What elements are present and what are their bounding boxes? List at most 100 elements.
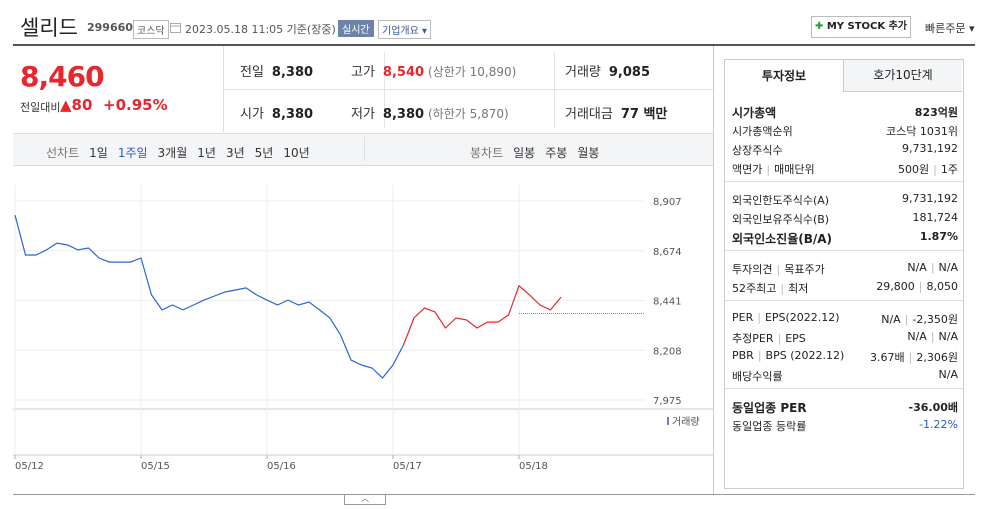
separator: | bbox=[904, 313, 909, 326]
value-part: -1.22% bbox=[919, 418, 958, 431]
quote-cell: 시가 8,380 bbox=[240, 103, 313, 122]
tab-label: 선차트 bbox=[46, 146, 80, 160]
overview-button[interactable]: 기업개요 ▾ bbox=[378, 20, 432, 39]
tab-label: 봉차트 bbox=[470, 146, 504, 160]
mystock-button[interactable]: ✚ MY STOCK 추가 bbox=[811, 16, 911, 38]
period-tab[interactable]: 3년 bbox=[225, 146, 245, 160]
info-value: N/A | -2,350원 bbox=[881, 311, 958, 327]
period-tab[interactable]: 10년 bbox=[283, 146, 310, 160]
group-divider bbox=[725, 181, 963, 182]
info-label: 52주최고 | 최저 bbox=[732, 280, 808, 296]
info-panel bbox=[724, 59, 964, 489]
period-tab[interactable]: 3개월 bbox=[157, 146, 188, 160]
info-row: 52주최고 | 최저 29,800 | 8,050 bbox=[732, 278, 958, 297]
period-tab[interactable]: 1일 bbox=[89, 146, 108, 160]
label-part: 배당수익률 bbox=[732, 370, 783, 383]
candle-tab[interactable]: 월봉 bbox=[577, 146, 600, 160]
info-label: 외국인보유주식수(B) bbox=[732, 211, 829, 227]
divider bbox=[364, 137, 365, 161]
price-line bbox=[402, 284, 562, 346]
candle-tab[interactable]: 주봉 bbox=[545, 146, 568, 160]
label-part: BPS (2022.12) bbox=[765, 349, 845, 362]
label-part: 외국인보유주식수(B) bbox=[732, 213, 830, 226]
value-part: N/A bbox=[938, 330, 958, 343]
tab-bar bbox=[13, 133, 713, 166]
separator: | bbox=[908, 351, 913, 364]
x-tick-label: 05/16 bbox=[267, 461, 296, 472]
collapse-button[interactable]: ︿ bbox=[344, 494, 386, 505]
info-row: 시가총액 823억원 bbox=[732, 102, 958, 121]
info-value: 코스닥 1031위 bbox=[886, 123, 958, 139]
value-part: 181,724 bbox=[912, 211, 959, 224]
overview-text: 기업개요 bbox=[382, 26, 419, 37]
period-tab[interactable]: 5년 bbox=[254, 146, 274, 160]
value-part: 1주 bbox=[940, 163, 958, 176]
divider bbox=[384, 52, 385, 128]
period-tab[interactable]: 1주일 bbox=[117, 146, 148, 160]
value-part: 9,731,192 bbox=[902, 192, 958, 205]
value-part: 2,306원 bbox=[916, 351, 958, 364]
label-part: 액면가 bbox=[732, 163, 763, 176]
y-tick-label: 8,441 bbox=[653, 297, 682, 308]
quote-value: 8,380 bbox=[382, 107, 425, 122]
change-rate: +0.95% bbox=[103, 96, 168, 114]
divider bbox=[223, 89, 713, 90]
separator: | bbox=[777, 332, 782, 345]
separator: | bbox=[780, 282, 785, 295]
quote-value: 8,380 bbox=[271, 107, 314, 122]
info-row: 상장주식수 9,731,192 bbox=[732, 140, 958, 159]
value-part: 823억원 bbox=[914, 106, 958, 119]
info-value: 29,800 | 8,050 bbox=[876, 280, 958, 293]
stock-name: 셀리드 bbox=[20, 16, 78, 40]
info-value: 1.87% bbox=[920, 230, 958, 243]
x-tick-label: 05/18 bbox=[519, 461, 548, 472]
realtime-badge[interactable]: 실시간 bbox=[338, 20, 374, 37]
value-part: N/A bbox=[907, 330, 927, 343]
info-label: 시가총액 bbox=[732, 104, 776, 121]
info-row: 시가총액순위 코스닥 1031위 bbox=[732, 121, 958, 140]
price-line bbox=[14, 214, 405, 379]
info-row: 배당수익률 N/A bbox=[732, 366, 958, 385]
orderbook-tab[interactable]: 호가10단계 bbox=[844, 60, 962, 92]
value-part: N/A bbox=[907, 261, 927, 274]
value-part: N/A bbox=[938, 368, 958, 381]
label-part: 투자의견 bbox=[732, 263, 773, 276]
volume-legend-swatch bbox=[667, 417, 669, 425]
info-row: 투자의견 | 목표주가 N/A | N/A bbox=[732, 259, 958, 278]
info-label: 시가총액순위 bbox=[732, 123, 793, 139]
x-tick-label: 05/12 bbox=[15, 461, 44, 472]
info-value: 181,724 bbox=[913, 211, 959, 224]
quote-cell: 고가 8,540 (상한가 10,890) bbox=[351, 61, 516, 80]
separator: | bbox=[933, 163, 937, 176]
info-value: N/A | N/A bbox=[907, 330, 958, 343]
price-chart: 8,907 8,674 8,441 8,208 7,975 05/12 05/15 05/16… bbox=[13, 185, 713, 472]
quote-label: 거래대금 bbox=[565, 107, 613, 122]
label-part: 상장주식수 bbox=[732, 144, 783, 157]
separator: | bbox=[757, 311, 761, 324]
x-tick-label: 05/15 bbox=[141, 461, 170, 472]
label-part: 추정PER bbox=[732, 332, 774, 345]
separator: | bbox=[766, 163, 771, 176]
candle-tab[interactable]: 일봉 bbox=[513, 146, 536, 160]
info-row: 추정PER | EPS N/A | N/A bbox=[732, 328, 958, 347]
info-label: 동일업종 등락률 bbox=[732, 418, 806, 434]
quote-label: 거래량 bbox=[565, 65, 601, 80]
label-part: 동일업종 등락률 bbox=[732, 420, 807, 433]
label-part: 외국인소진율(B/A) bbox=[732, 232, 833, 246]
y-tick-label: 8,208 bbox=[653, 346, 682, 357]
quick-order[interactable]: 빠른주문 ▾ bbox=[925, 22, 975, 35]
info-value: 9,731,192 bbox=[902, 192, 958, 205]
group-divider bbox=[725, 388, 963, 389]
info-value: 3.67배 | 2,306원 bbox=[870, 349, 958, 365]
quote-cell: 거래량 9,085 bbox=[565, 61, 650, 80]
info-value: 9,731,192 bbox=[902, 142, 958, 155]
label-part: 외국인한도주식수(A) bbox=[732, 194, 830, 207]
info-tab[interactable]: 투자정보 bbox=[725, 60, 844, 92]
quote-label: 전일 bbox=[240, 65, 264, 80]
period-tab[interactable]: 1년 bbox=[197, 146, 216, 160]
separator: | bbox=[757, 349, 762, 362]
quote-cell: 저가 8,380 (하한가 5,870) bbox=[351, 103, 509, 122]
timestamp: 2023.05.18 11:05 기준(장중) bbox=[185, 23, 336, 36]
info-label: PBR | BPS (2022.12) bbox=[732, 349, 844, 362]
separator: | bbox=[930, 330, 935, 343]
